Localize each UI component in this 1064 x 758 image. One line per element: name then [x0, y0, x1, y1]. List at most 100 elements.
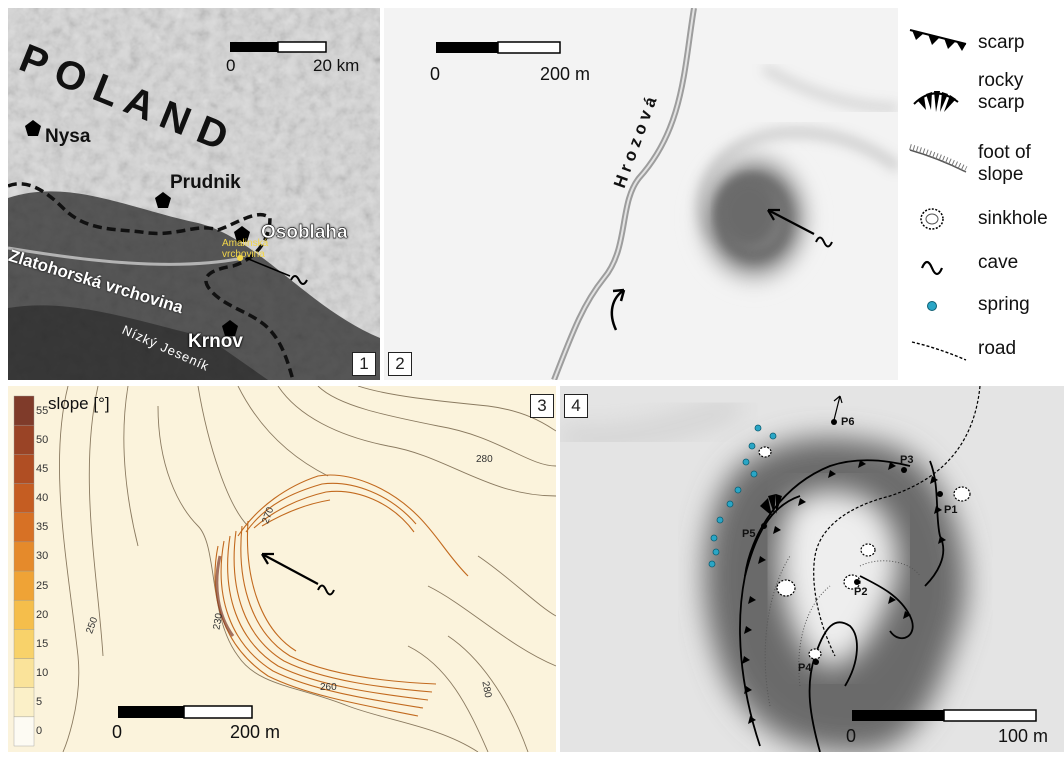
contour-lines [59, 386, 556, 752]
spring-icon [927, 301, 937, 311]
slope-tick-label: 40 [36, 492, 49, 505]
slope-tick-label: 0 [36, 725, 43, 738]
scale-bar-white [183, 705, 253, 719]
panel-number-3: 3 [530, 394, 554, 418]
map-legend: scarp rocky scarp foot of slope sinkhole [900, 8, 1064, 380]
slope-ramp-step [13, 716, 35, 747]
contour-label-260: 260 [320, 682, 337, 693]
town-marker-prudnik [155, 192, 171, 208]
scale-zero: 0 [226, 56, 236, 75]
cave-arrow [767, 209, 815, 235]
point-label-p6: P6 [841, 416, 855, 428]
slope-tick-label: 45 [36, 462, 49, 475]
cave-icon [317, 584, 335, 596]
slope-ramp-step [13, 454, 35, 484]
slope-tick-label: 35 [36, 521, 49, 534]
point-label-p3: P3 [900, 454, 914, 466]
scale-bar-white [497, 41, 561, 54]
legend-item-scarp: scarp [900, 20, 1064, 60]
legend-label-sinkhole: sinkhole [978, 208, 1048, 229]
slope-tick-label: 55 [36, 404, 49, 417]
slope-ramp-step [13, 541, 35, 572]
legend-label-scarp: scarp [978, 32, 1025, 53]
slope-tick-label: 5 [36, 696, 43, 709]
scale-end: 20 km [313, 56, 360, 75]
scale-bar-white [277, 41, 327, 53]
direction-arrow [833, 395, 843, 421]
slope-ramp-step [13, 512, 35, 543]
panel-number-4: 4 [564, 394, 588, 418]
regional-relief [8, 8, 380, 380]
scale-bar-black [852, 710, 944, 721]
state-border [8, 182, 295, 380]
slope-tick-label: 20 [36, 608, 49, 621]
slope-map-panel: slope [°] 55 50 45 40 35 30 25 20 15 10 5 0 280 270… [8, 386, 556, 752]
cave-arrow [261, 553, 319, 585]
legend-item-sinkhole: sinkhole [900, 204, 1064, 234]
town-label-nysa: Nysa [45, 126, 91, 147]
slope-ramp-step [13, 629, 35, 659]
contour-label-280a: 280 [476, 454, 493, 465]
sinkholes [758, 446, 971, 660]
slope-legend-title: slope [°] [48, 394, 110, 413]
panel-number-2: 2 [388, 352, 412, 376]
slope-ramp-step [13, 483, 35, 513]
scarp-lines [739, 459, 945, 752]
town-marker-krnov [222, 320, 238, 336]
road-line [813, 386, 981, 657]
scarp-teeth [742, 460, 946, 724]
cave-icon [920, 260, 944, 276]
scale-zero: 0 [112, 722, 123, 742]
point-label-p1: P1 [944, 504, 958, 516]
point-label-p2: P2 [854, 586, 868, 598]
town-label-prudnik: Prudnik [170, 172, 241, 193]
regional-map-panel: P O L A N D 0 20 km Nysa Prudnik Osoblah… [8, 8, 380, 380]
legend-item-road: road [900, 334, 1064, 364]
legend-item-cave: cave [900, 248, 1064, 278]
legend-label-foot-of-slope: foot of slope [978, 142, 1031, 185]
scale-end: 200 m [230, 722, 281, 742]
slope-ramp-step [13, 687, 35, 718]
rocky-scarp-icon [913, 91, 959, 112]
town-label-osoblaha: Osoblaha [261, 222, 348, 243]
slope-ramp-step [13, 424, 35, 455]
scale-end: 100 m [998, 726, 1049, 746]
legend-item-foot-of-slope: foot of slope [900, 138, 1064, 194]
region-label-amalinska: Amalinská vrchovina [222, 238, 269, 260]
slope-ramp-step [13, 395, 35, 426]
legend-item-rocky-scarp: rocky scarp [900, 70, 1064, 126]
scale-end: 200 m [540, 64, 591, 84]
slope-ramp-step [13, 658, 35, 688]
local-relief [384, 8, 898, 380]
legend-item-spring: spring [900, 290, 1064, 320]
study-site-icon [237, 255, 243, 261]
scarp-icon [909, 29, 967, 51]
panel-number-1: 1 [352, 352, 376, 376]
point-label-p5: P5 [742, 528, 756, 540]
geomorphological-map-panel: P1 P2 P3 P4 P5 P6 0 100 m 4 [560, 386, 1064, 752]
scale-bar-black [118, 706, 184, 718]
local-relief-panel: 0 200 m H r o z o v á 2 [384, 8, 898, 380]
study-site-pointer [245, 257, 291, 277]
slope-tick-label: 50 [36, 433, 49, 446]
geomorphological-map [560, 386, 1064, 752]
legend-label-cave: cave [978, 252, 1019, 273]
slope-tick-label: 30 [36, 550, 49, 563]
scale-zero: 0 [846, 726, 857, 746]
slope-color-ramp [13, 395, 35, 747]
scale-bar-white [943, 709, 1037, 722]
foot-of-slope-lines [764, 555, 921, 707]
slope-ramp-step [13, 599, 35, 630]
legend-label-rocky-scarp: rocky scarp [978, 70, 1025, 113]
town-marker-osoblaha [234, 226, 250, 242]
rocky-scarp [760, 494, 782, 516]
scale-bar-black [436, 42, 498, 53]
slope-tick-label: 25 [36, 579, 49, 592]
town-label-krnov: Krnov [188, 331, 243, 352]
road-icon [911, 341, 967, 361]
town-marker-nysa [25, 120, 41, 136]
slope-tick-label: 10 [36, 667, 49, 680]
scale-bar-black [230, 42, 278, 52]
flow-arrow [610, 288, 625, 331]
spring-points [708, 424, 777, 568]
